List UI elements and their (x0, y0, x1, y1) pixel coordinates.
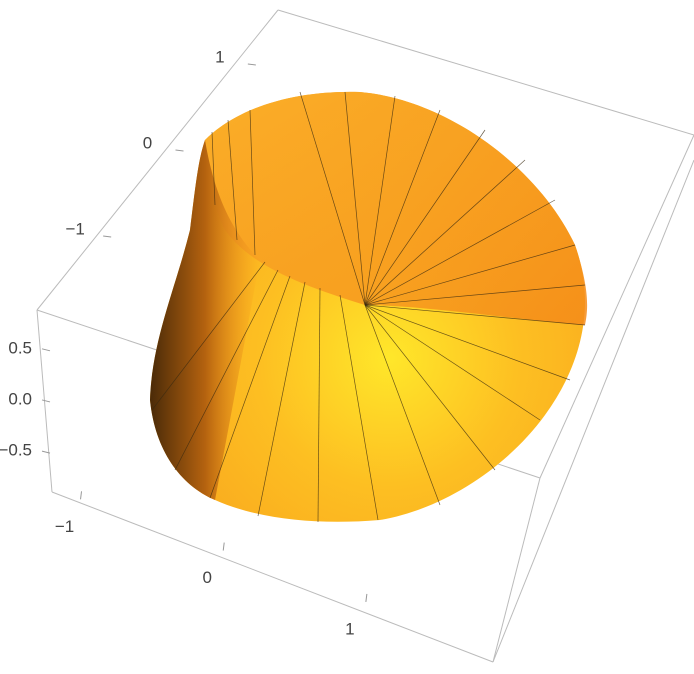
z-tick (41, 399, 51, 403)
x-tick (222, 542, 225, 551)
z-tick (41, 348, 51, 352)
y-tick (175, 149, 184, 152)
x-tick (80, 491, 83, 500)
z-tick-label: 0.5 (8, 338, 32, 357)
x-tick-label: 1 (345, 619, 354, 638)
y-tick-label: 0 (143, 133, 152, 152)
x-tick-label: −1 (55, 517, 74, 536)
x-tick (365, 593, 368, 602)
surface (150, 91, 588, 523)
z-tick-label: 0.0 (8, 389, 32, 408)
z-tick (41, 450, 51, 454)
x-tick-label: 0 (202, 568, 211, 587)
axis-ticks: −1 0 1 −1 0 1 −0.5 0.0 0.5 (0, 47, 368, 638)
z-tick-label: −0.5 (0, 441, 32, 460)
y-tick-label: −1 (65, 219, 84, 238)
y-tick (103, 235, 112, 238)
y-tick-label: 1 (215, 47, 224, 66)
y-tick (247, 63, 256, 66)
